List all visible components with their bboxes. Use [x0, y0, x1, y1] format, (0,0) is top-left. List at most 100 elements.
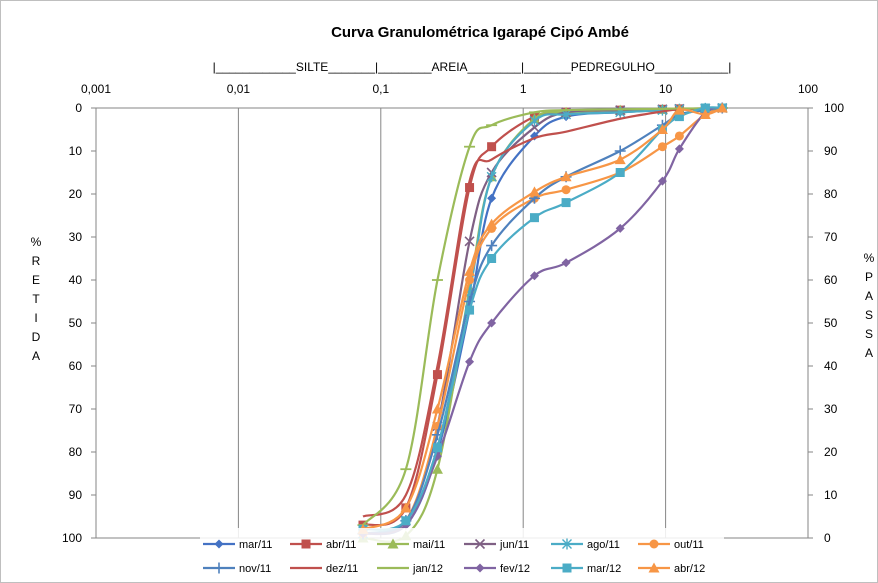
legend-item: mar/11 [203, 539, 272, 551]
data-point [649, 539, 659, 549]
y-right-tick-label: 0 [824, 531, 831, 545]
data-point [432, 370, 442, 380]
y-left-title-char: D [32, 330, 41, 344]
chart-title: Curva Granulométrica Igarapé Cipó Ambé [331, 24, 629, 41]
legend-item: nov/11 [203, 562, 271, 575]
x-tick-label: 10 [659, 82, 673, 96]
data-point [529, 115, 540, 127]
y-left-title-char: % [31, 235, 42, 249]
data-point [674, 112, 684, 122]
data-point [465, 357, 475, 367]
y-right-title-char: S [865, 308, 873, 322]
data-point [213, 562, 225, 574]
data-point [486, 240, 498, 252]
data-point [674, 144, 684, 154]
legend-label: fev/12 [500, 563, 530, 575]
legend-label: jan/12 [412, 563, 443, 575]
x-tick-label: 1 [520, 82, 527, 96]
y-right-title-char: P [865, 270, 873, 284]
data-point [464, 265, 476, 276]
y-left-tick-label: 80 [69, 445, 83, 459]
y-left-tick-label: 70 [69, 402, 83, 416]
y-left-tick-label: 40 [69, 273, 83, 287]
data-point [673, 104, 685, 115]
data-point [561, 198, 571, 208]
legend-label: jun/11 [499, 539, 529, 551]
data-point [528, 186, 540, 197]
y-right-title-char: A [865, 289, 873, 303]
y-right-tick-label: 30 [824, 402, 838, 416]
legend-background [200, 528, 724, 578]
soil-band-labels: |____________SILTE_______|________AREIA_… [213, 60, 732, 74]
y-left-tick-label: 50 [69, 316, 83, 330]
legend-item: mai/11 [377, 538, 445, 551]
data-point [487, 318, 497, 328]
legend-label: abr/11 [326, 539, 356, 551]
data-point [529, 213, 539, 223]
x-tick-label: 100 [798, 82, 818, 96]
legend-label: mar/12 [587, 563, 621, 575]
y-left-tick-label: 20 [69, 187, 83, 201]
data-point [657, 104, 668, 116]
data-point [561, 185, 571, 195]
data-point [562, 563, 572, 573]
legend-label: ago/11 [587, 539, 620, 551]
y-left-title-char: R [32, 254, 41, 268]
data-point [486, 218, 498, 229]
data-point [487, 254, 497, 263]
data-point [674, 131, 684, 141]
data-point [615, 223, 625, 233]
data-point [657, 176, 667, 186]
data-point [656, 124, 668, 134]
legend-item: mar/12 [551, 563, 621, 575]
legend-item: jan/12 [377, 563, 443, 575]
data-point [301, 539, 311, 549]
data-point [432, 443, 442, 453]
legend-item: fev/12 [464, 563, 530, 575]
y-right-title-char: A [865, 346, 873, 360]
y-left-title-char: T [32, 292, 40, 306]
legend-label: mai/11 [413, 539, 445, 551]
data-point [648, 562, 660, 573]
y-left-tick-label: 90 [69, 488, 83, 502]
data-point [716, 102, 728, 113]
series-group [357, 102, 728, 543]
data-point [214, 539, 224, 549]
y-left-tick-label: 60 [69, 359, 83, 373]
data-point [431, 403, 443, 414]
data-point [700, 103, 710, 113]
y-right-tick-label: 10 [824, 488, 838, 502]
data-point [562, 538, 572, 550]
legend: mar/11 abr/11 mai/11 jun/11 ago/11 out/11 nov/… [200, 528, 724, 578]
legend-item: abr/11 [290, 539, 356, 551]
data-point [475, 563, 485, 573]
data-point [431, 463, 443, 474]
data-point [464, 236, 475, 247]
data-point [487, 142, 497, 152]
data-point [401, 516, 411, 526]
data-point [561, 258, 571, 268]
y-right-tick-label: 90 [824, 144, 838, 158]
y-right-title-char: S [865, 327, 873, 341]
data-point [464, 296, 476, 307]
y-right-tick-label: 100 [824, 101, 844, 115]
y-right-tick-label: 80 [824, 187, 838, 201]
x-tick-label: 0,1 [372, 82, 389, 96]
legend-item: out/11 [638, 539, 704, 551]
data-point [615, 168, 625, 177]
data-point [657, 142, 667, 152]
y-left-tick-label: 30 [69, 230, 83, 244]
x-tick-label: 0,01 [227, 82, 251, 96]
legend-item: jun/11 [464, 538, 529, 551]
legend-label: mar/11 [239, 539, 272, 551]
data-point [529, 271, 539, 281]
data-point [400, 502, 412, 513]
data-point [486, 171, 497, 183]
y-left-tick-label: 100 [62, 531, 82, 545]
y-right-tick-label: 40 [824, 359, 838, 373]
legend-label: abr/12 [674, 563, 705, 575]
y-right-tick-label: 70 [824, 230, 838, 244]
y-right-tick-label: 20 [824, 445, 838, 459]
